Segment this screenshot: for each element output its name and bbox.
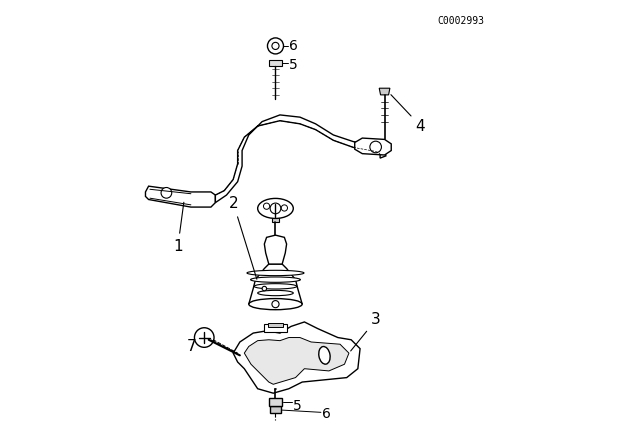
Polygon shape xyxy=(268,323,283,327)
Text: 5: 5 xyxy=(289,58,298,72)
Polygon shape xyxy=(264,324,287,332)
Text: 2: 2 xyxy=(228,196,257,279)
Polygon shape xyxy=(264,235,287,264)
FancyBboxPatch shape xyxy=(269,60,282,66)
Circle shape xyxy=(262,286,267,291)
Circle shape xyxy=(272,301,279,308)
Text: C0002993: C0002993 xyxy=(438,16,484,26)
Polygon shape xyxy=(272,217,279,222)
Ellipse shape xyxy=(249,298,302,310)
Circle shape xyxy=(270,203,281,214)
Ellipse shape xyxy=(254,284,297,289)
Text: 6: 6 xyxy=(289,39,298,53)
Circle shape xyxy=(370,141,381,153)
Text: 1: 1 xyxy=(173,202,184,254)
Polygon shape xyxy=(216,115,386,202)
Polygon shape xyxy=(145,186,216,207)
Circle shape xyxy=(195,328,214,347)
Ellipse shape xyxy=(247,270,304,276)
Ellipse shape xyxy=(250,277,300,282)
Circle shape xyxy=(264,203,269,209)
Polygon shape xyxy=(233,322,360,393)
Circle shape xyxy=(161,188,172,198)
Circle shape xyxy=(268,38,284,54)
Text: 5: 5 xyxy=(293,399,302,413)
Text: 4: 4 xyxy=(391,95,426,134)
Circle shape xyxy=(272,43,279,49)
Ellipse shape xyxy=(258,198,293,219)
Ellipse shape xyxy=(319,346,330,364)
Ellipse shape xyxy=(258,290,293,296)
Text: 3: 3 xyxy=(351,312,381,351)
FancyBboxPatch shape xyxy=(270,406,281,413)
Polygon shape xyxy=(244,337,349,384)
Circle shape xyxy=(281,205,287,211)
Polygon shape xyxy=(380,88,390,95)
FancyBboxPatch shape xyxy=(269,398,282,405)
Text: 7: 7 xyxy=(186,339,196,354)
Text: 6: 6 xyxy=(322,407,331,421)
Polygon shape xyxy=(355,138,391,155)
